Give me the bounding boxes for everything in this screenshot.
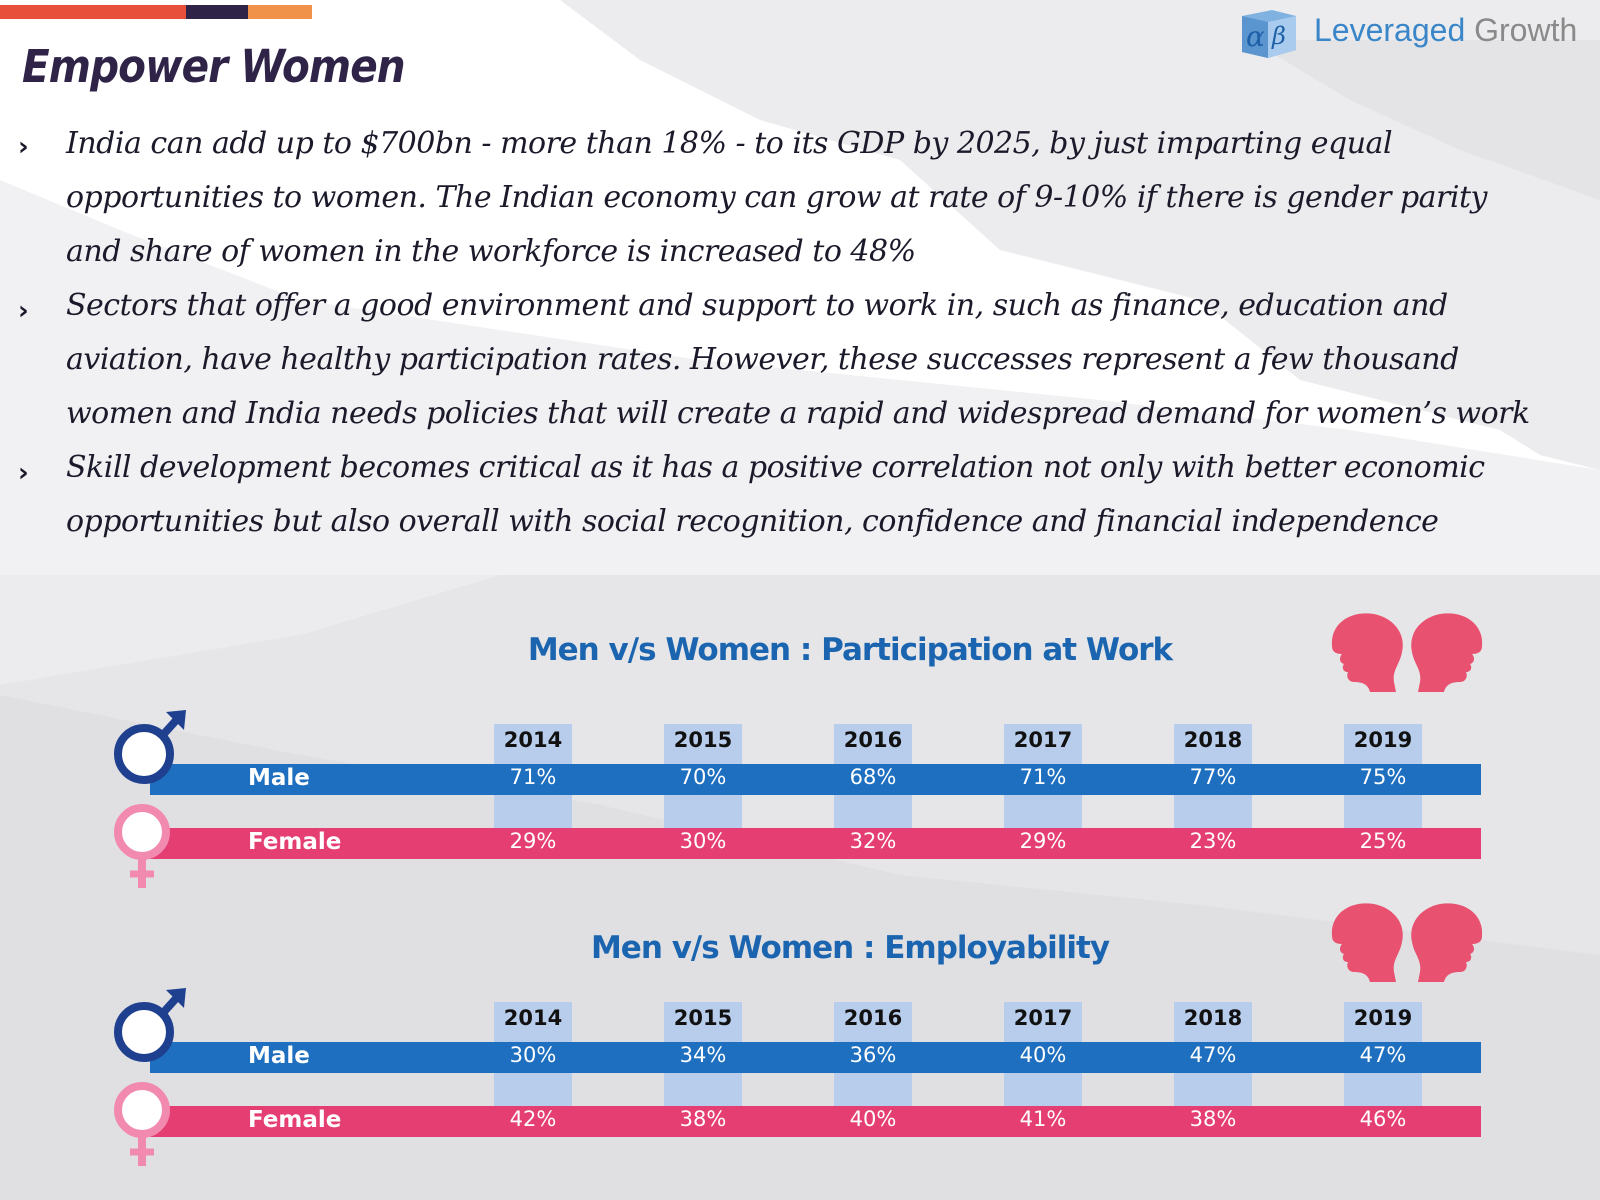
year-label-2015: 2015 [673, 1006, 733, 1030]
male-value-2014: 71% [509, 765, 557, 789]
year-label-2016: 2016 [843, 1006, 903, 1030]
male-value-2017: 71% [1019, 765, 1067, 789]
male-bar [150, 764, 1481, 795]
male-value-2016: 68% [849, 765, 897, 789]
female-value-2017: 41% [1019, 1107, 1067, 1131]
male-value-2019: 75% [1359, 765, 1407, 789]
svg-text:α: α [1246, 20, 1265, 53]
brand-name-part2: Growth [1474, 12, 1578, 48]
female-bar [150, 1106, 1481, 1137]
male-symbol-icon [114, 988, 186, 1062]
male-series-label: Male [248, 1043, 310, 1069]
top-background [0, 0, 1600, 575]
bullet-1-line-2: opportunities to women. The Indian econo… [66, 180, 1487, 215]
male-value-2014: 30% [509, 1043, 557, 1067]
female-value-2015: 30% [679, 829, 727, 853]
year-label-2014: 2014 [503, 1006, 563, 1030]
accent-segment-1 [0, 5, 62, 19]
male-value-2016: 36% [849, 1043, 897, 1067]
female-series-label: Female [248, 829, 342, 855]
chevron-right-icon: › [18, 458, 29, 488]
female-value-2019: 25% [1359, 829, 1407, 853]
participation-chart: 2014 2015 2016 2017 2018 2019 Male 71% 70% 68% 71%… [0, 710, 1600, 900]
year-label-2015: 2015 [673, 728, 733, 752]
alpha-beta-cube-logo-icon: α β [1242, 10, 1296, 58]
male-value-2019: 47% [1359, 1043, 1407, 1067]
female-value-2014: 29% [509, 829, 557, 853]
year-label-2016: 2016 [843, 728, 903, 752]
year-label-2014: 2014 [503, 728, 563, 752]
male-value-2018: 47% [1189, 1043, 1237, 1067]
bullet-3-line-1: Skill development becomes critical as it… [66, 450, 1485, 485]
page-title: Empower Women [22, 40, 406, 93]
brand-name-part1: Leveraged [1314, 12, 1466, 48]
bullet-1-line-3: and share of women in the workforce is i… [66, 234, 916, 269]
male-value-2015: 70% [679, 765, 727, 789]
accent-segment-4 [186, 5, 248, 19]
bullet-2-line-1: Sectors that offer a good environment an… [66, 288, 1448, 323]
female-value-2016: 32% [849, 829, 897, 853]
top-accent-bar [0, 5, 376, 19]
chevron-right-icon: › [18, 296, 29, 326]
male-value-2017: 40% [1019, 1043, 1067, 1067]
year-label-2017: 2017 [1013, 1006, 1073, 1030]
female-value-2014: 42% [509, 1107, 557, 1131]
employability-chart: 2014 2015 2016 2017 2018 2019 Male 30% 34% 36% 40%… [0, 988, 1600, 1178]
female-value-2017: 29% [1019, 829, 1067, 853]
year-label-2018: 2018 [1183, 728, 1243, 752]
brush-stroke-decoration [0, 0, 1600, 575]
female-value-2018: 23% [1189, 829, 1237, 853]
chevron-right-icon: › [18, 132, 29, 162]
female-symbol-icon [114, 804, 170, 888]
chart-1-title: Men v/s Women : Participation at Work [527, 632, 1173, 668]
chart-2-title: Men v/s Women : Employability [590, 930, 1110, 966]
brand-name: Leveraged Growth [1314, 12, 1577, 49]
male-symbol-icon [114, 710, 186, 784]
accent-segment-3 [124, 5, 186, 19]
accent-segment-2 [62, 5, 124, 19]
bullet-2-line-2: aviation, have healthy participation rat… [66, 342, 1459, 377]
year-label-2018: 2018 [1183, 1006, 1243, 1030]
female-value-2016: 40% [849, 1107, 897, 1131]
female-symbol-icon [114, 1082, 170, 1166]
year-label-2019: 2019 [1353, 728, 1413, 752]
female-value-2015: 38% [679, 1107, 727, 1131]
bullet-1-line-1: India can add up to $700bn - more than 1… [66, 126, 1393, 161]
year-label-2017: 2017 [1013, 728, 1073, 752]
brand-logo: α β Leveraged Growth [1238, 6, 1594, 60]
couple-heads-icon [1331, 903, 1483, 982]
female-value-2018: 38% [1189, 1107, 1237, 1131]
male-series-label: Male [248, 765, 310, 791]
female-value-2019: 46% [1359, 1107, 1407, 1131]
accent-segment-5 [248, 5, 312, 19]
male-value-2015: 34% [679, 1043, 727, 1067]
bullet-3-line-2: opportunities but also overall with soci… [66, 504, 1439, 539]
female-bar [150, 828, 1481, 859]
couple-heads-icon [1331, 613, 1483, 692]
year-label-2019: 2019 [1353, 1006, 1413, 1030]
female-series-label: Female [248, 1107, 342, 1133]
male-bar [150, 1042, 1481, 1073]
bullet-2-line-3: women and India needs policies that will… [66, 396, 1530, 431]
male-value-2018: 77% [1189, 765, 1237, 789]
svg-text:β: β [1271, 22, 1286, 50]
